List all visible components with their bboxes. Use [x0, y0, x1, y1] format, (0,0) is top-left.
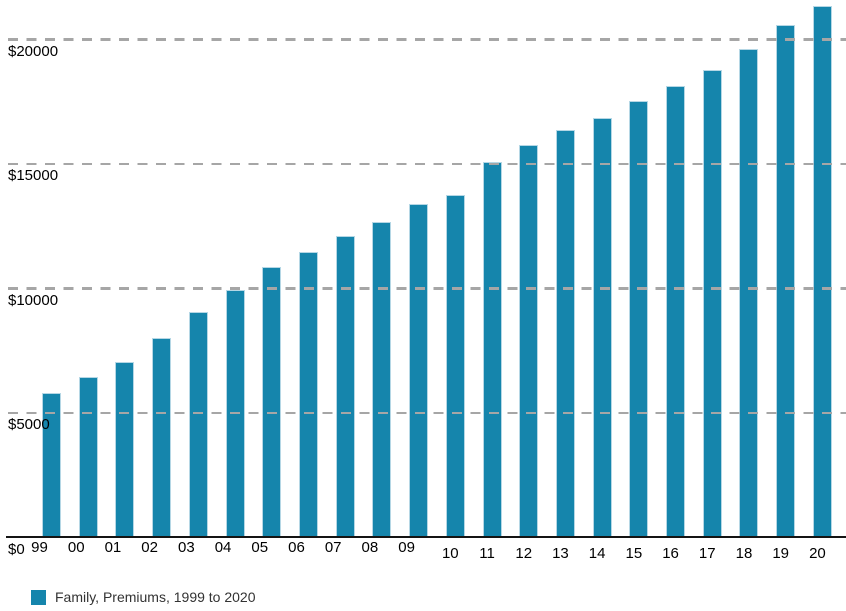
- bar-09: [409, 204, 429, 538]
- bar-19: [776, 25, 796, 538]
- bar-01: [115, 361, 135, 538]
- x-tick-label-11: 11: [479, 545, 495, 562]
- x-tick-label-16: 16: [662, 545, 679, 562]
- x-tick-label-01: 01: [104, 539, 122, 556]
- gridline-20000: [8, 38, 846, 41]
- x-tick-label-17: 17: [698, 545, 716, 562]
- y-tick-label-10000: $10000: [8, 291, 59, 309]
- x-tick-label-03: 03: [177, 539, 195, 556]
- y-tick-label-5000: $5000: [8, 416, 50, 433]
- x-tick-label-10: 10: [441, 545, 459, 562]
- bar-18: [739, 49, 759, 538]
- gridline-5000: [8, 411, 846, 415]
- x-tick-label-07: 07: [324, 539, 342, 556]
- x-tick-label-09: 09: [398, 539, 415, 556]
- bar-16: [666, 85, 686, 538]
- x-tick-label-13: 13: [552, 545, 569, 562]
- legend-label: Family, Premiums, 1999 to 2020: [55, 589, 256, 605]
- bar-11: [482, 162, 502, 538]
- bar-99: [42, 393, 61, 538]
- y-tick-label-15000: $15000: [8, 167, 59, 184]
- bar-02: [152, 338, 172, 538]
- gridline-10000: [8, 287, 846, 290]
- bar-15: [629, 100, 649, 538]
- x-tick-label-00: 00: [67, 539, 85, 556]
- legend: Family, Premiums, 1999 to 2020: [31, 589, 256, 606]
- x-tick-label-20: 20: [809, 545, 826, 562]
- x-tick-label-08: 08: [361, 539, 379, 556]
- bar-03: [188, 311, 208, 538]
- bar-12: [519, 145, 539, 538]
- bar-05: [262, 266, 282, 538]
- x-tick-label-12: 12: [515, 545, 533, 562]
- x-tick-label-02: 02: [141, 539, 158, 556]
- bar-14: [592, 118, 612, 538]
- x-tick-label-04: 04: [214, 539, 232, 556]
- bar-06: [298, 251, 318, 538]
- bar-17: [702, 70, 722, 538]
- bar-20: [812, 6, 832, 538]
- bar-13: [555, 130, 575, 538]
- y-tick-label-0: $0: [8, 540, 25, 558]
- x-tick-label-14: 14: [588, 545, 606, 562]
- x-axis-line: [6, 536, 846, 538]
- bar-07: [335, 236, 355, 538]
- x-tick-label-19: 19: [772, 545, 790, 562]
- x-tick-label-05: 05: [251, 539, 269, 556]
- bar-10: [445, 194, 465, 538]
- y-tick-label-20000: $20000: [8, 42, 59, 60]
- gridline-15000: [8, 162, 846, 166]
- bar-00: [78, 377, 98, 538]
- x-tick-label-15: 15: [625, 545, 643, 562]
- x-tick-label-06: 06: [288, 539, 305, 556]
- x-tick-label-99: 99: [31, 539, 48, 556]
- legend-swatch: [31, 590, 46, 605]
- x-tick-label-18: 18: [735, 545, 753, 562]
- bar-08: [372, 221, 392, 538]
